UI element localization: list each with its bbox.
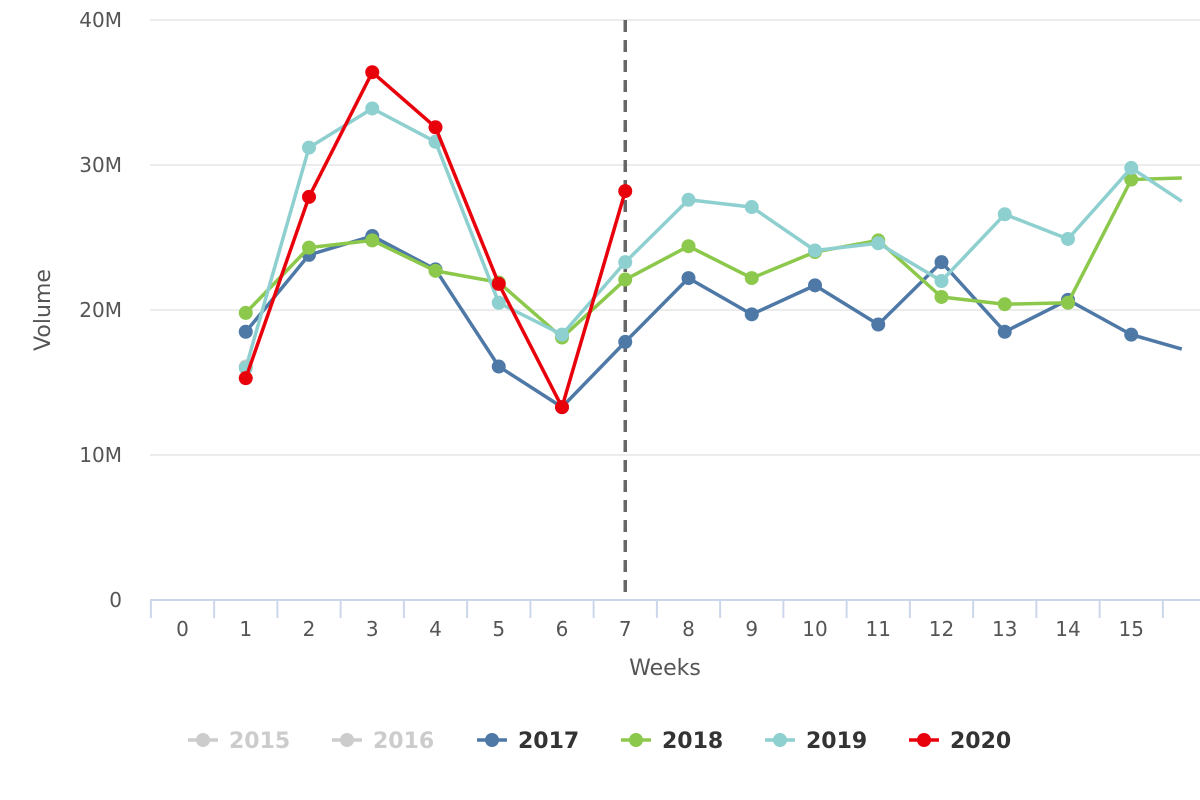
legend-item-2017[interactable]: 2017 — [477, 729, 579, 754]
legend-symbol-marker — [773, 733, 787, 747]
x-tick-label: 9 — [745, 617, 758, 641]
y-tick-label: 20M — [79, 298, 122, 322]
series-line-2019 — [244, 106, 1183, 369]
data-point-2020[interactable] — [491, 276, 506, 291]
legend-label: 2015 — [229, 729, 290, 754]
legend-symbol-marker — [340, 733, 354, 747]
data-point-2017[interactable] — [744, 307, 759, 322]
x-tick-label: 14 — [1055, 617, 1080, 641]
x-tick-label: 4 — [429, 617, 442, 641]
data-point-2018[interactable] — [681, 239, 696, 254]
y-tick-label: 10M — [79, 443, 122, 467]
data-point-2019[interactable] — [555, 327, 569, 342]
x-axis: 0 1 2 3 4 5 6 7 8 9 10 11 12 13 14 15 — [149, 599, 1200, 641]
data-point-2020[interactable] — [365, 65, 380, 80]
x-tick-label: 8 — [682, 617, 695, 641]
x-tick-label: 1 — [239, 617, 252, 641]
x-tick-label: 12 — [929, 617, 954, 641]
data-point-2019[interactable] — [681, 192, 696, 207]
x-tick-label: 15 — [1119, 617, 1144, 641]
x-tick-label: 11 — [866, 617, 891, 641]
series-line-2018 — [244, 176, 1182, 340]
x-tick-label: 0 — [176, 617, 189, 641]
data-point-2020[interactable] — [302, 189, 316, 204]
y-tick-label: 30M — [79, 153, 122, 177]
legend-label: 2016 — [373, 729, 434, 754]
x-tick-label: 13 — [992, 617, 1017, 641]
data-point-2018[interactable] — [997, 297, 1012, 312]
data-point-2017[interactable] — [934, 255, 949, 270]
data-point-2018[interactable] — [302, 240, 316, 255]
data-point-2018[interactable] — [1061, 295, 1075, 310]
data-point-2017[interactable] — [618, 334, 633, 349]
data-point-2019[interactable] — [934, 274, 949, 288]
data-point-2019[interactable] — [1124, 160, 1139, 175]
data-point-2020[interactable] — [238, 371, 253, 386]
data-point-2017[interactable] — [871, 317, 886, 332]
legend-symbol-marker — [917, 733, 931, 747]
x-tick-label: 6 — [556, 617, 569, 641]
data-point-2018[interactable] — [618, 272, 633, 287]
data-point-2018[interactable] — [428, 263, 443, 278]
legend-item-2020[interactable]: 2020 — [909, 729, 1011, 754]
data-point-2019[interactable] — [365, 101, 380, 116]
series-group — [238, 65, 1183, 415]
data-point-2017[interactable] — [681, 271, 696, 286]
data-point-2019[interactable] — [871, 236, 886, 251]
data-point-2017[interactable] — [808, 278, 822, 293]
legend-item-2019[interactable]: 2019 — [765, 729, 867, 754]
data-point-2018[interactable] — [744, 271, 759, 286]
data-point-2019[interactable] — [808, 243, 822, 258]
data-point-2017[interactable] — [997, 324, 1012, 339]
series-2019 — [238, 101, 1183, 375]
y-tick-label: 40M — [79, 8, 122, 32]
data-point-2019[interactable] — [744, 200, 759, 215]
data-point-2020[interactable] — [555, 400, 569, 415]
data-point-2017[interactable] — [238, 324, 253, 339]
y-axis-title: Volume — [31, 269, 56, 351]
legend: 2015 2016 2017 2018 2019 2020 — [188, 729, 1011, 754]
legend-item-2016[interactable]: 2016 — [332, 729, 434, 754]
data-point-2018[interactable] — [1124, 172, 1139, 187]
data-point-2020[interactable] — [428, 120, 443, 135]
legend-label: 2020 — [950, 729, 1011, 754]
series-2020 — [238, 65, 633, 415]
x-axis-title: Weeks — [629, 656, 701, 681]
data-point-2019[interactable] — [302, 140, 316, 155]
series-line-2017 — [244, 234, 1183, 409]
legend-label: 2017 — [518, 729, 579, 754]
series-2018 — [238, 172, 1182, 345]
legend-item-2015[interactable]: 2015 — [188, 729, 290, 754]
legend-label: 2019 — [806, 729, 867, 754]
y-tick-label: 0 — [109, 588, 122, 612]
data-point-2018[interactable] — [365, 233, 380, 248]
x-tick-label: 3 — [366, 617, 379, 641]
data-point-2018[interactable] — [934, 289, 949, 304]
data-point-2017[interactable] — [1124, 327, 1139, 342]
data-point-2019[interactable] — [618, 255, 633, 270]
data-point-2019[interactable] — [1061, 231, 1075, 246]
data-point-2020[interactable] — [618, 184, 633, 199]
data-point-2019[interactable] — [997, 207, 1012, 222]
x-tick-label: 2 — [303, 617, 316, 641]
x-tick-label: 7 — [619, 617, 632, 641]
data-point-2017[interactable] — [491, 359, 506, 374]
x-tick-label: 10 — [802, 617, 827, 641]
legend-item-2018[interactable]: 2018 — [621, 729, 723, 754]
legend-symbol-marker — [485, 733, 499, 747]
legend-label: 2018 — [662, 729, 723, 754]
data-point-2019[interactable] — [491, 295, 506, 310]
x-tick-label: 5 — [492, 617, 505, 641]
legend-symbol-marker — [629, 733, 643, 747]
legend-symbol-marker — [196, 733, 210, 747]
data-point-2018[interactable] — [238, 305, 253, 320]
